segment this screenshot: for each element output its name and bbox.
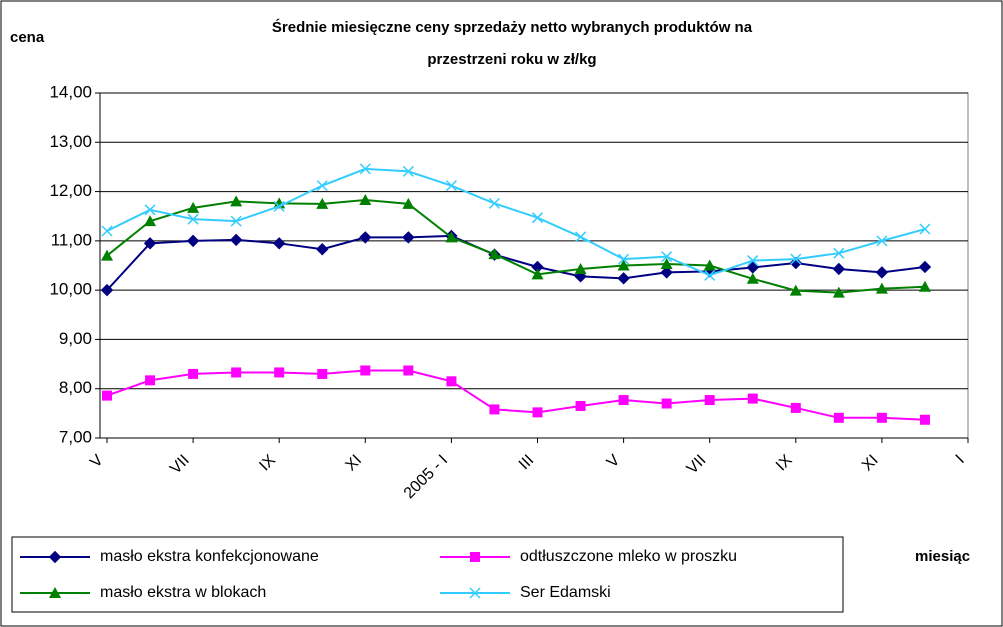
data-point bbox=[402, 165, 414, 177]
data-point bbox=[488, 248, 501, 260]
data-point bbox=[832, 262, 846, 276]
y-tick-label: 7,00 bbox=[59, 427, 92, 446]
data-point bbox=[876, 412, 887, 423]
data-point bbox=[274, 367, 285, 378]
data-point bbox=[445, 180, 457, 192]
data-point bbox=[875, 282, 888, 294]
data-point bbox=[143, 237, 157, 250]
chart-title: Średnie miesięczne ceny sprzedaży netto … bbox=[272, 18, 753, 36]
y-tick-label: 11,00 bbox=[51, 230, 92, 249]
series-line bbox=[106, 234, 926, 291]
data-point bbox=[316, 243, 329, 256]
data-point bbox=[660, 266, 673, 279]
data-point bbox=[488, 197, 500, 209]
data-point bbox=[402, 231, 415, 244]
data-point bbox=[359, 193, 372, 205]
data-point bbox=[359, 231, 372, 244]
data-point bbox=[747, 393, 758, 404]
data-point bbox=[574, 262, 587, 274]
data-point bbox=[918, 280, 931, 292]
legend-marker bbox=[49, 587, 61, 598]
data-point bbox=[704, 269, 716, 281]
data-point bbox=[101, 249, 113, 261]
data-point bbox=[231, 367, 242, 378]
data-point bbox=[661, 398, 672, 409]
y-tick-label: 10,00 bbox=[49, 280, 92, 299]
data-point bbox=[575, 231, 587, 243]
y-tick-label: 8,00 bbox=[59, 378, 92, 397]
data-point bbox=[446, 376, 457, 387]
data-point bbox=[703, 259, 716, 271]
data-point bbox=[187, 213, 199, 225]
data-point bbox=[661, 251, 673, 263]
data-point bbox=[144, 204, 156, 216]
data-point bbox=[360, 365, 371, 376]
data-point bbox=[273, 200, 285, 212]
data-point bbox=[790, 402, 801, 413]
chart-title: przestrzeni roku w zł/kg bbox=[427, 51, 596, 68]
data-point bbox=[272, 237, 286, 250]
data-point bbox=[832, 286, 845, 298]
data-point bbox=[229, 233, 243, 247]
data-point bbox=[230, 215, 242, 227]
series-line bbox=[106, 369, 925, 421]
data-point bbox=[790, 253, 802, 265]
data-point bbox=[188, 368, 199, 379]
data-point bbox=[747, 255, 759, 267]
data-point bbox=[100, 283, 114, 297]
data-point bbox=[617, 272, 630, 285]
data-point bbox=[789, 284, 802, 296]
legend-label: masło ekstra konfekcjonowane bbox=[100, 548, 319, 565]
data-point bbox=[618, 395, 629, 406]
data-point bbox=[875, 266, 889, 279]
data-point bbox=[617, 259, 630, 271]
data-point bbox=[230, 195, 243, 207]
y-tick-label: 13,00 bbox=[49, 132, 92, 151]
data-point bbox=[918, 260, 932, 274]
data-point bbox=[531, 212, 544, 224]
data-point bbox=[876, 235, 888, 247]
data-point bbox=[833, 412, 844, 423]
data-point bbox=[316, 180, 328, 192]
data-point bbox=[704, 395, 715, 406]
legend-label: masło ekstra w blokach bbox=[100, 584, 266, 601]
data-point bbox=[746, 272, 759, 284]
data-point bbox=[833, 247, 845, 259]
data-point bbox=[618, 253, 630, 265]
data-point bbox=[359, 163, 371, 175]
legend-marker bbox=[470, 552, 480, 562]
data-point bbox=[532, 407, 543, 418]
data-point bbox=[919, 223, 931, 235]
legend-box bbox=[11, 536, 844, 613]
data-point bbox=[445, 231, 458, 243]
legend-marker bbox=[48, 550, 62, 564]
data-point bbox=[660, 258, 673, 270]
data-point bbox=[919, 414, 930, 425]
data-point bbox=[102, 390, 112, 401]
y-axis-title: cena bbox=[10, 29, 45, 46]
legend-label: Ser Edamski bbox=[520, 584, 611, 601]
data-point bbox=[317, 368, 328, 379]
legend-marker bbox=[469, 587, 481, 599]
data-point bbox=[145, 375, 156, 386]
data-point bbox=[575, 400, 586, 411]
y-tick-label: 9,00 bbox=[59, 329, 92, 348]
data-point bbox=[403, 365, 414, 376]
data-point bbox=[316, 197, 329, 209]
data-point bbox=[144, 215, 157, 227]
data-point bbox=[789, 256, 803, 270]
data-point bbox=[489, 404, 500, 415]
series-line bbox=[106, 198, 925, 294]
data-point bbox=[531, 268, 544, 280]
data-point bbox=[101, 225, 113, 237]
y-tick-label: 12,00 bbox=[49, 181, 92, 200]
series-line bbox=[106, 167, 926, 277]
data-point bbox=[402, 197, 415, 209]
y-tick-label: 14,00 bbox=[49, 82, 92, 101]
legend-label: odtłuszczone mleko w proszku bbox=[520, 548, 737, 565]
x-axis-title: miesiąc bbox=[915, 548, 970, 565]
data-point bbox=[187, 201, 200, 213]
data-point bbox=[186, 234, 200, 248]
